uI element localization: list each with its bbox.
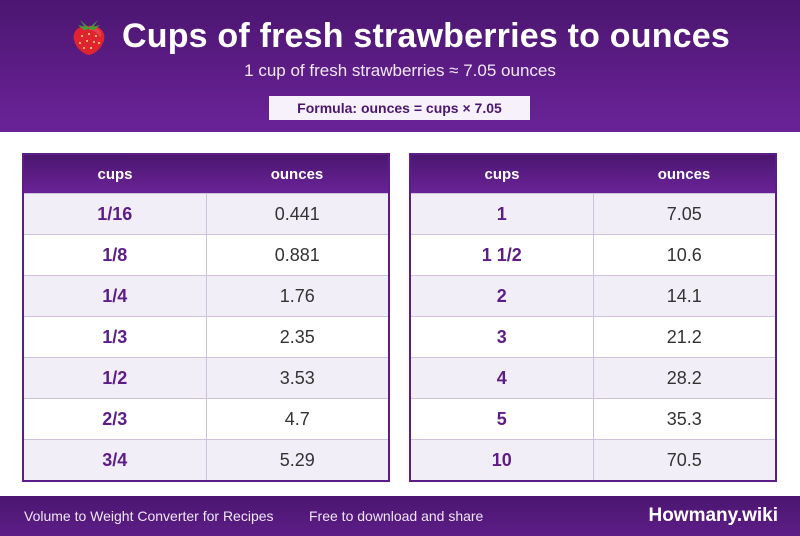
- footer-share-note: Free to download and share: [309, 508, 484, 524]
- cups-cell: 1/2: [24, 358, 207, 398]
- conversion-table-left: cups ounces 1/16 0.441 1/8 0.881 1/4 1.76 1…: [22, 153, 390, 482]
- cups-cell: 1/8: [24, 235, 207, 275]
- ounces-cell: 4.7: [284, 408, 310, 429]
- cups-cell: 1: [411, 194, 594, 234]
- footer-tool-name: Volume to Weight Converter for Recipes: [24, 508, 274, 524]
- column-header-ounces: ounces: [657, 165, 711, 183]
- ounces-cell: 14.1: [666, 285, 702, 306]
- cups-cell: 2: [411, 276, 594, 316]
- cups-cell: 2/3: [24, 399, 207, 439]
- ounces-cell: 35.3: [666, 408, 702, 429]
- brand-logo-text[interactable]: Howmany.wiki: [648, 505, 778, 526]
- title-row: Cups of fresh strawberries to ounces: [0, 12, 800, 60]
- footer-bar: Volume to Weight Converter for Recipes F…: [0, 496, 800, 536]
- conversion-table-right: cups ounces 1 7.05 1 1/2 10.6 2 14.1 3 21.2 …: [409, 153, 777, 482]
- ounces-cell: 21.2: [666, 326, 702, 347]
- column-header-cups: cups: [484, 165, 520, 183]
- table-header: cups ounces: [24, 155, 388, 193]
- table-row: 1 1/2 10.6: [411, 234, 775, 275]
- table-row: 3 21.2: [411, 316, 775, 357]
- table-row: 2/3 4.7: [24, 398, 388, 439]
- table-row: 1/8 0.881: [24, 234, 388, 275]
- table-row: 4 28.2: [411, 357, 775, 398]
- page-subtitle: 1 cup of fresh strawberries ≈ 7.05 ounce…: [244, 61, 556, 80]
- table-row: 5 35.3: [411, 398, 775, 439]
- ounces-cell: 3.53: [279, 367, 315, 388]
- table-row: 1/4 1.76: [24, 275, 388, 316]
- table-row: 1/2 3.53: [24, 357, 388, 398]
- table-row: 1 7.05: [411, 193, 775, 234]
- cups-cell: 3/4: [24, 440, 207, 480]
- cups-cell: 4: [411, 358, 594, 398]
- ounces-cell: 70.5: [666, 449, 702, 470]
- ounces-cell: 7.05: [666, 203, 702, 224]
- column-header-ounces: ounces: [270, 165, 324, 183]
- table-body: 1 7.05 1 1/2 10.6 2 14.1 3 21.2 4 28.2 5 35.3 …: [411, 193, 775, 480]
- column-header-cups: cups: [97, 165, 133, 183]
- cups-cell: 10: [411, 440, 594, 480]
- ounces-cell: 0.441: [274, 203, 320, 224]
- cups-cell: 1/16: [24, 194, 207, 234]
- ounces-cell: 5.29: [279, 449, 315, 470]
- table-row: 1/16 0.441: [24, 193, 388, 234]
- table-body: 1/16 0.441 1/8 0.881 1/4 1.76 1/3 2.35 1/2 3.…: [24, 193, 388, 480]
- ounces-cell: 28.2: [666, 367, 702, 388]
- formula-badge: Formula: ounces = cups × 7.05: [269, 96, 530, 120]
- table-header: cups ounces: [411, 155, 775, 193]
- page-title: Cups of fresh strawberries to ounces: [121, 17, 730, 55]
- cups-cell: 3: [411, 317, 594, 357]
- cups-cell: 1 1/2: [411, 235, 594, 275]
- strawberry-icon: [73, 20, 105, 55]
- table-row: 1/3 2.35: [24, 316, 388, 357]
- ounces-cell: 0.881: [274, 244, 320, 265]
- table-row: 3/4 5.29: [24, 439, 388, 480]
- ounces-cell: 10.6: [666, 244, 702, 265]
- cups-cell: 1/3: [24, 317, 207, 357]
- table-row: 2 14.1: [411, 275, 775, 316]
- table-row: 10 70.5: [411, 439, 775, 480]
- ounces-cell: 2.35: [279, 326, 315, 347]
- cups-cell: 1/4: [24, 276, 207, 316]
- ounces-cell: 1.76: [279, 285, 315, 306]
- cups-cell: 5: [411, 399, 594, 439]
- header-banner: Cups of fresh strawberries to ounces 1 c…: [0, 0, 800, 132]
